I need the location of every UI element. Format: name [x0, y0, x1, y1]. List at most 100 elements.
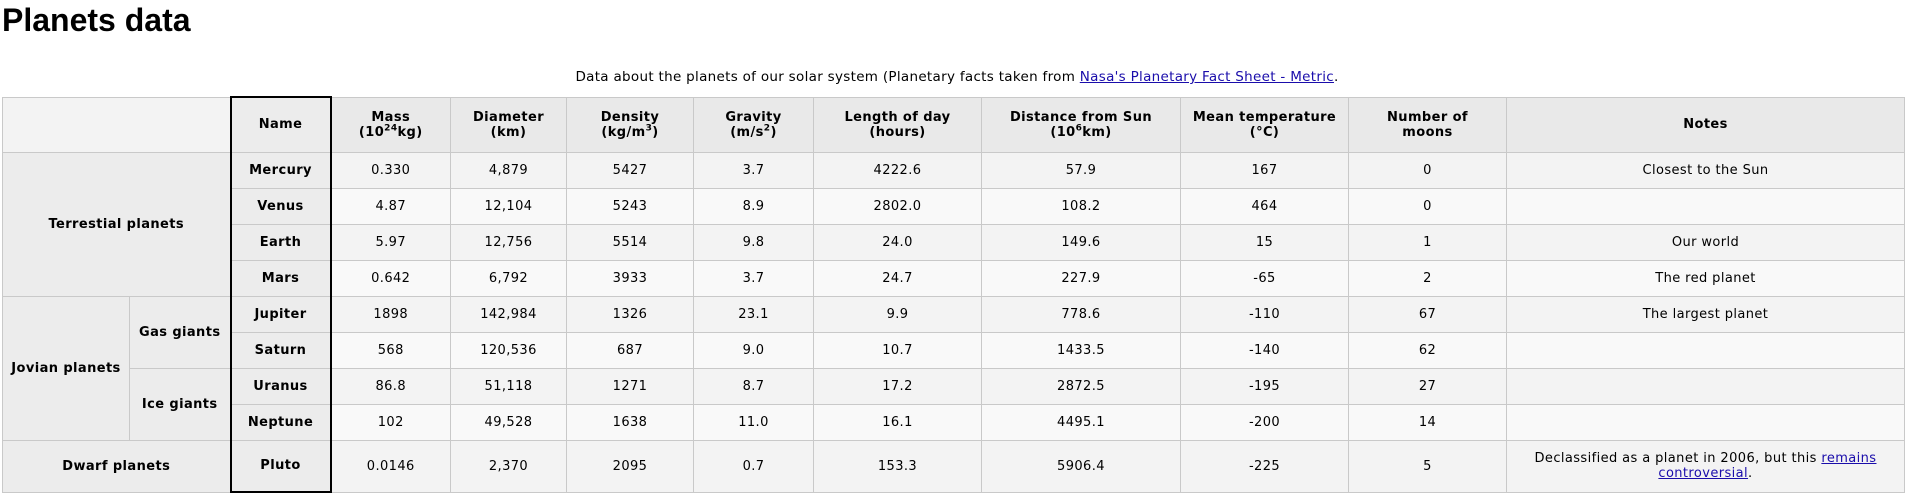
cell-mass: 0.330	[330, 151, 451, 189]
header-day-length: Length of day (hours)	[813, 96, 982, 153]
cell-distance: 57.9	[981, 151, 1181, 189]
cell-temp: -195	[1180, 367, 1349, 405]
header-density-label: Density	[600, 109, 660, 125]
group-jovian: Jovian planets	[2, 295, 130, 441]
planet-name: Earth	[229, 223, 332, 261]
header-distance-label: Distance from Sun	[1009, 109, 1153, 125]
cell-temp: 167	[1180, 151, 1349, 189]
cell-moons: 67	[1348, 295, 1507, 333]
cell-gravity: 3.7	[693, 259, 814, 297]
cell-gravity: 0.7	[693, 439, 814, 493]
header-density-unit-end: )	[652, 124, 659, 140]
planet-name: Neptune	[229, 403, 332, 441]
cell-day: 153.3	[813, 439, 982, 493]
cell-day: 17.2	[813, 367, 982, 405]
header-gravity: Gravity (m/s2)	[693, 96, 814, 153]
cell-density: 1638	[566, 403, 694, 441]
header-mass-label: Mass	[371, 109, 411, 125]
header-distance: Distance from Sun (106km)	[981, 96, 1181, 153]
cell-mass: 0.642	[330, 259, 451, 297]
cell-mass: 102	[330, 403, 451, 441]
cell-diameter: 6,792	[450, 259, 567, 297]
cell-gravity: 8.9	[693, 187, 814, 225]
header-day-unit: (hours)	[869, 124, 926, 140]
table-caption: Data about the planets of our solar syst…	[0, 69, 1914, 85]
table-row: Terrestial planets Mercury 0.330 4,879 5…	[2, 151, 1905, 297]
cell-notes: Our world	[1506, 223, 1905, 261]
cell-moons: 0	[1348, 151, 1507, 189]
cell-density: 5243	[566, 187, 694, 225]
table-row: Earth 5.97 12,756 5514 9.8 24.0 149.6 15…	[3, 223, 1905, 261]
caption-end: .	[1333, 69, 1339, 85]
header-mass: Mass (1024kg)	[330, 96, 451, 153]
header-temp-unit: (°C)	[1249, 124, 1280, 140]
cell-gravity: 9.8	[693, 223, 814, 261]
notes-text: Declassified as a planet in 2006, but th…	[1534, 451, 1822, 466]
header-day-label: Length of day	[844, 109, 951, 125]
header-notes: Notes	[1506, 96, 1905, 153]
cell-day: 24.7	[813, 259, 982, 297]
cell-mass: 568	[330, 331, 451, 369]
cell-diameter: 49,528	[450, 403, 567, 441]
cell-density: 1271	[566, 367, 694, 405]
cell-density: 687	[566, 331, 694, 369]
cell-temp: 15	[1180, 223, 1349, 261]
cell-distance: 227.9	[981, 259, 1181, 297]
planet-name: Pluto	[229, 439, 332, 493]
cell-distance: 149.6	[981, 223, 1181, 261]
group-terrestrial: Terrestial planets	[2, 151, 231, 297]
header-distance-exp: 6	[1075, 123, 1083, 134]
cell-mass: 0.0146	[330, 439, 451, 493]
cell-day: 4222.6	[813, 151, 982, 189]
page-title: Planets data	[2, 2, 191, 38]
cell-moons: 27	[1348, 367, 1507, 405]
cell-gravity: 11.0	[693, 403, 814, 441]
header-density-unit: (kg/m	[601, 124, 646, 140]
header-temperature: Mean temperature (°C)	[1180, 96, 1349, 153]
header-diameter-unit: (km)	[490, 124, 527, 140]
cell-notes	[1506, 331, 1905, 369]
cell-temp: -110	[1180, 295, 1349, 333]
planets-table: Name Mass (1024kg) Diameter (km) Density (k…	[2, 96, 1905, 493]
cell-temp: -200	[1180, 403, 1349, 441]
cell-notes	[1506, 367, 1905, 405]
nasa-fact-sheet-link[interactable]: Nasa's Planetary Fact Sheet - Metric	[1079, 69, 1334, 85]
remains-controversial-link[interactable]: remains controversial	[1658, 451, 1877, 481]
cell-notes: Declassified as a planet in 2006, but th…	[1506, 439, 1905, 493]
table-row: Dwarf planets Pluto 0.0146 2,370 2095 0.…	[2, 439, 1905, 493]
caption-text: Data about the planets of our solar syst…	[575, 69, 1080, 85]
header-corner-cell	[2, 96, 231, 153]
cell-notes: The largest planet	[1506, 295, 1905, 333]
cell-day: 16.1	[813, 403, 982, 441]
cell-moons: 14	[1348, 403, 1507, 441]
header-gravity-unit-end: )	[770, 124, 777, 140]
cell-notes: Closest to the Sun	[1506, 151, 1905, 189]
header-density: Density (kg/m3)	[566, 96, 694, 153]
header-temp-label: Mean temperature	[1192, 109, 1337, 125]
cell-moons: 0	[1348, 187, 1507, 225]
cell-density: 5427	[566, 151, 694, 189]
cell-diameter: 142,984	[450, 295, 567, 333]
header-gravity-unit: (m/s	[730, 124, 764, 140]
cell-temp: -225	[1180, 439, 1349, 493]
cell-temp: -65	[1180, 259, 1349, 297]
cell-distance: 778.6	[981, 295, 1181, 333]
cell-distance: 1433.5	[981, 331, 1181, 369]
planet-name: Uranus	[229, 367, 332, 405]
cell-diameter: 12,756	[450, 223, 567, 261]
header-mass-unit-end: kg)	[397, 124, 423, 140]
table-row: Saturn 568 120,536 687 9.0 10.7 1433.5 -…	[3, 331, 1905, 369]
planet-name: Jupiter	[229, 295, 332, 333]
planet-name: Mars	[229, 259, 332, 297]
cell-moons: 1	[1348, 223, 1507, 261]
cell-distance: 4495.1	[981, 403, 1181, 441]
cell-diameter: 51,118	[450, 367, 567, 405]
planet-name: Saturn	[229, 331, 332, 369]
header-diameter: Diameter (km)	[450, 96, 567, 153]
cell-day: 10.7	[813, 331, 982, 369]
cell-day: 2802.0	[813, 187, 982, 225]
cell-notes: The red planet	[1506, 259, 1905, 297]
cell-distance: 2872.5	[981, 367, 1181, 405]
table-row: Venus 4.87 12,104 5243 8.9 2802.0 108.2 …	[3, 187, 1905, 225]
cell-moons: 5	[1348, 439, 1507, 493]
